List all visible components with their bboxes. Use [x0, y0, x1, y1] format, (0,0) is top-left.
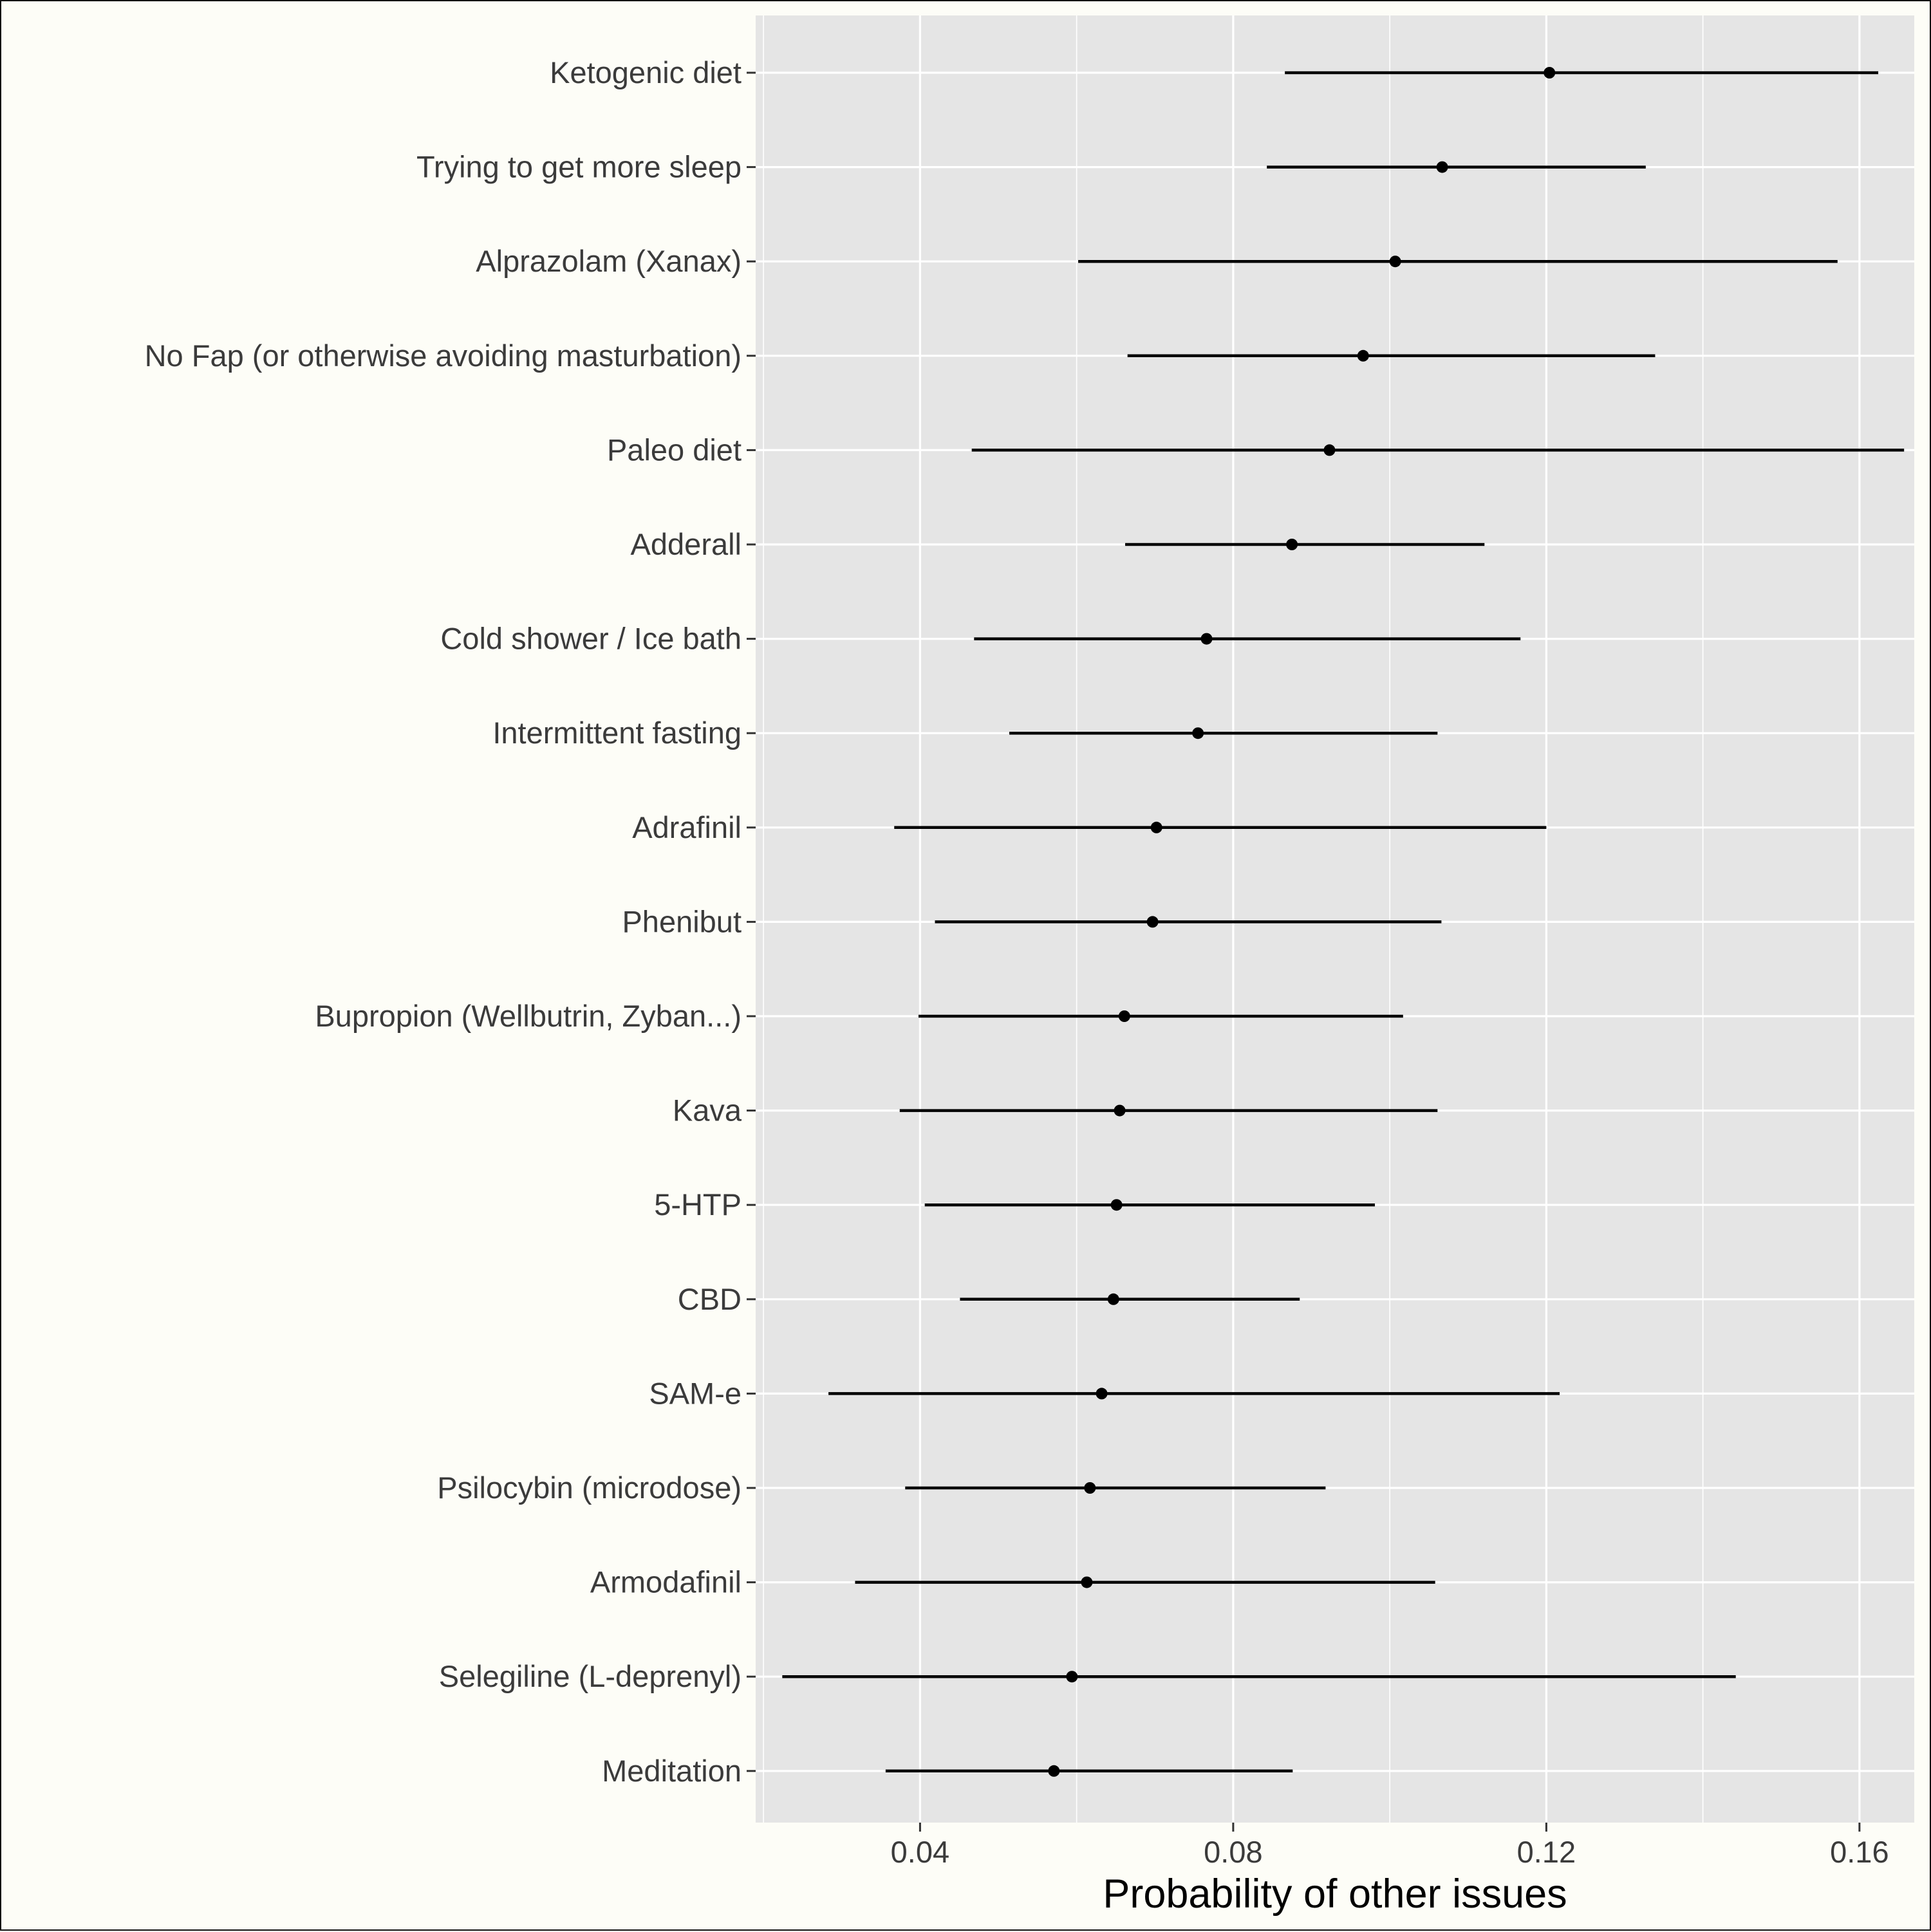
- plot-panel: [756, 15, 1914, 1823]
- estimate-point: [1544, 67, 1556, 79]
- estimate-point: [1357, 349, 1369, 362]
- estimate-point: [1146, 916, 1159, 928]
- category-label: Cold shower / Ice bath: [440, 622, 742, 656]
- estimate-point: [1436, 161, 1448, 173]
- estimate-point: [1389, 255, 1401, 268]
- category-label: Psilocybin (microdose): [437, 1471, 742, 1505]
- x-axis: 0.04 0.08 0.12 0.16: [891, 1823, 1889, 1869]
- estimate-point: [1110, 1199, 1123, 1211]
- y-axis: Ketogenic diet Trying to get more sleep Al…: [145, 55, 756, 1788]
- category-label: Intermittent fasting: [492, 716, 742, 750]
- estimate-point: [1066, 1671, 1078, 1683]
- estimate-point: [1081, 1576, 1093, 1588]
- category-label: 5-HTP: [654, 1187, 742, 1221]
- estimate-point: [1048, 1765, 1060, 1777]
- estimate-point: [1150, 821, 1162, 833]
- estimate-point: [1084, 1482, 1096, 1494]
- category-label: Ketogenic diet: [550, 55, 742, 89]
- category-label: Trying to get more sleep: [416, 150, 742, 184]
- category-label: CBD: [678, 1282, 742, 1316]
- x-tick-label: 0.08: [1204, 1835, 1262, 1869]
- x-axis-title: Probability of other issues: [1103, 1872, 1567, 1917]
- estimate-point: [1096, 1388, 1108, 1400]
- category-label: Armodafinil: [590, 1565, 742, 1599]
- category-label: Bupropion (Wellbutrin, Zyban...): [315, 999, 742, 1033]
- estimate-point: [1200, 633, 1213, 645]
- estimate-point: [1114, 1104, 1126, 1117]
- category-label: Alprazolam (Xanax): [476, 244, 742, 278]
- minor-gridlines: [763, 15, 1704, 1823]
- estimate-point: [1286, 539, 1298, 550]
- interval-lines: [782, 71, 1905, 1773]
- category-label: Paleo diet: [607, 432, 742, 467]
- category-label: No Fap (or otherwise avoiding masturbati…: [145, 339, 742, 373]
- estimate-points: [1048, 67, 1556, 1777]
- estimate-point: [1107, 1293, 1119, 1305]
- category-label: Meditation: [602, 1754, 742, 1788]
- estimate-point: [1118, 1010, 1130, 1022]
- category-label: Adrafinil: [632, 810, 742, 844]
- estimate-point: [1192, 727, 1204, 739]
- category-label: Adderall: [631, 527, 742, 561]
- category-label: Kava: [673, 1093, 742, 1128]
- x-tick-label: 0.04: [891, 1835, 949, 1869]
- category-label: SAM-e: [649, 1376, 742, 1410]
- estimate-point: [1323, 444, 1336, 456]
- x-tick-label: 0.16: [1830, 1835, 1889, 1869]
- x-tick-label: 0.12: [1517, 1835, 1576, 1869]
- category-label: Phenibut: [622, 904, 742, 938]
- category-label: Selegiline (L-deprenyl): [439, 1659, 742, 1693]
